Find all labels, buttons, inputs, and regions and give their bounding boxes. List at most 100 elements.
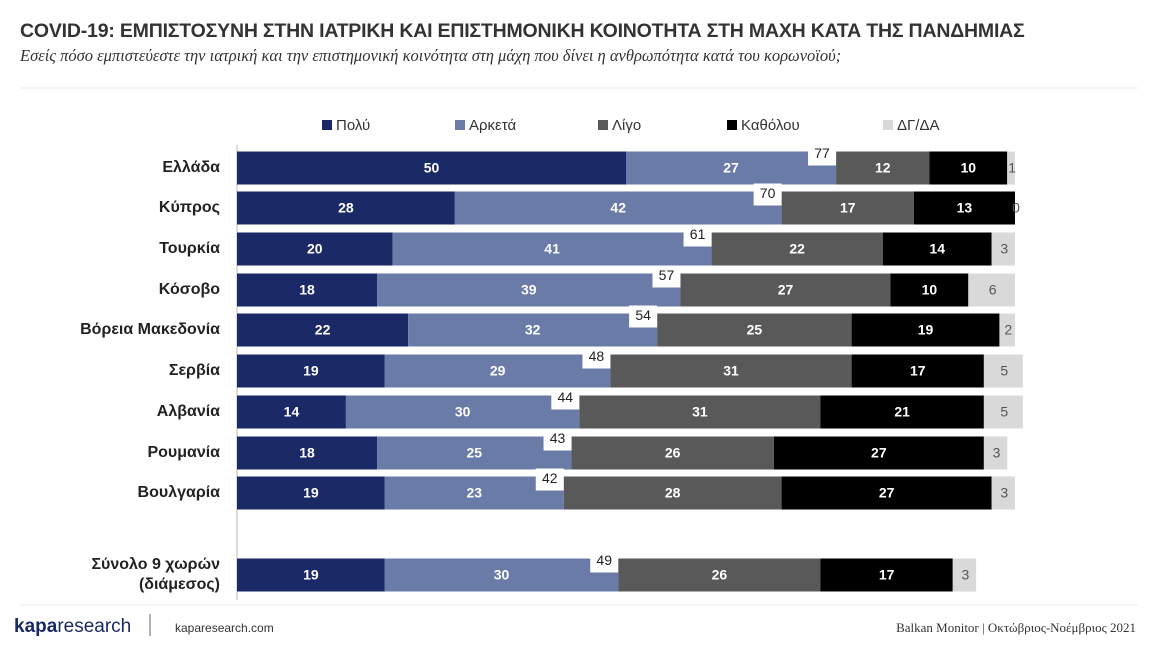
- bar-segment: [618, 558, 821, 592]
- value-label: 50: [424, 160, 440, 176]
- bar-segment: [237, 476, 385, 510]
- value-label: 30: [494, 567, 510, 583]
- value-label: 5: [1000, 363, 1008, 379]
- category-label: Σερβία: [168, 362, 220, 379]
- category-label: Ρουμανία: [147, 444, 220, 461]
- value-label: 31: [723, 363, 739, 379]
- total-label: 42: [542, 470, 558, 486]
- legend-label: Πολύ: [336, 117, 370, 134]
- value-label: 42: [610, 200, 626, 216]
- bar-segment: [408, 313, 658, 347]
- value-label: 6: [989, 282, 997, 298]
- total-box: [590, 550, 619, 573]
- bar-segment: [237, 354, 385, 388]
- value-label: 3: [993, 445, 1001, 461]
- bar-segment: [882, 232, 992, 266]
- value-label: 17: [879, 567, 895, 583]
- bar-segment: [579, 395, 821, 429]
- bar-segment: [392, 232, 712, 266]
- total-label: 57: [659, 267, 675, 283]
- value-label: 20: [307, 241, 323, 257]
- bar-segment: [991, 232, 1015, 266]
- bar-segment: [237, 313, 409, 347]
- legend-label: Αρκετά: [469, 117, 516, 134]
- bar-segment: [999, 313, 1015, 347]
- bar-segment: [913, 191, 1015, 225]
- value-label: 19: [303, 363, 319, 379]
- value-label: 26: [712, 567, 728, 583]
- bar-segment: [237, 151, 626, 185]
- category-label: Ελλάδα: [162, 159, 220, 176]
- value-label: 18: [299, 282, 315, 298]
- value-label: 14: [284, 404, 300, 420]
- total-label: 54: [635, 307, 651, 323]
- value-label: 10: [922, 282, 938, 298]
- value-label: 19: [918, 322, 934, 338]
- chart-subtitle: Εσείς πόσο εμπιστεύεστε την ιατρική και …: [20, 46, 842, 65]
- brand: kapa: [14, 616, 58, 637]
- bar-segment: [237, 232, 393, 266]
- value-label: 17: [840, 200, 856, 216]
- bar-segment: [454, 191, 782, 225]
- value-label: 25: [747, 322, 763, 338]
- bar-segment: [929, 151, 1008, 185]
- value-label: 27: [879, 485, 895, 501]
- legend-label: Λίγο: [612, 117, 641, 134]
- value-label: 22: [789, 241, 805, 257]
- bar-segment: [384, 354, 611, 388]
- legend-swatch: [598, 120, 608, 130]
- category-label: Βόρεια Μακεδονία: [80, 321, 220, 338]
- value-label: 5: [1000, 404, 1008, 420]
- bar-segment: [626, 151, 837, 185]
- value-label: 27: [871, 445, 887, 461]
- bar-segment: [851, 313, 1000, 347]
- category-label: Τουρκία: [159, 240, 220, 257]
- value-label: 28: [338, 200, 354, 216]
- value-label: 17: [910, 363, 926, 379]
- bar-segment: [968, 273, 1015, 307]
- footer-source: Balkan Monitor | Οκτώβριος-Νοέμβριος 202…: [896, 620, 1136, 635]
- value-label: 18: [299, 445, 315, 461]
- bar-segment: [237, 191, 455, 225]
- bar-segment: [983, 395, 1023, 429]
- total-box: [551, 387, 580, 410]
- value-label: 25: [467, 445, 483, 461]
- bar-segment: [983, 436, 1008, 470]
- bar-segment: [657, 313, 852, 347]
- total-label: 44: [558, 389, 574, 405]
- category-label: Κόσοβο: [158, 281, 220, 298]
- value-label: 13: [957, 200, 973, 216]
- value-label: 21: [894, 404, 910, 420]
- value-label: 1: [1008, 160, 1016, 176]
- bar-segment: [820, 395, 984, 429]
- total-label: 49: [596, 552, 612, 568]
- category-label: Αλβανία: [156, 403, 220, 420]
- value-label: 3: [1000, 485, 1008, 501]
- bar-segment: [610, 354, 852, 388]
- period: Οκτώβριος-Νοέμβριος 2021: [987, 620, 1136, 635]
- bar-segment: [952, 558, 977, 592]
- bar-segment: [237, 273, 378, 307]
- total-label: 77: [814, 145, 830, 161]
- total-box: [582, 346, 611, 369]
- bar-segment: [836, 151, 930, 185]
- legend-swatch: [883, 120, 893, 130]
- brand: research: [57, 616, 132, 637]
- value-label: 14: [929, 241, 945, 257]
- bar-segment: [983, 354, 1023, 388]
- chart-title: COVID-19: ΕΜΠΙΣΤΟΣΥΝΗ ΣΤΗΝ ΙΑΤΡΙΚΗ ΚΑΙ Ε…: [20, 20, 1025, 42]
- value-label: 3: [962, 567, 970, 583]
- category-label: Σύνολο 9 χωρών (διάμεσος): [91, 556, 220, 593]
- bar-segment: [237, 395, 346, 429]
- bar-segment: [237, 436, 378, 470]
- bar-segment: [377, 436, 572, 470]
- total-box: [753, 183, 782, 206]
- legend-label: Καθόλου: [741, 117, 800, 134]
- total-label: 61: [690, 226, 706, 242]
- value-label: 29: [490, 363, 506, 379]
- category-label: Κύπρος: [158, 199, 220, 216]
- bar-segment: [890, 273, 969, 307]
- total-box: [683, 224, 712, 247]
- bar-segment: [711, 232, 883, 266]
